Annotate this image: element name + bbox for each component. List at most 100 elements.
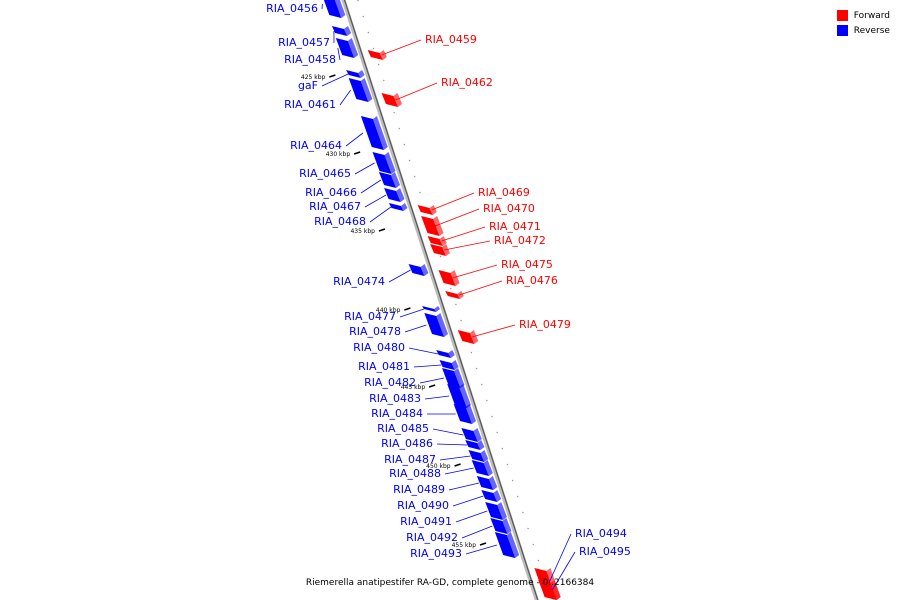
reverse-gene-block[interactable] [422,306,441,312]
reverse-gene-block[interactable] [453,404,477,424]
reverse-gene-label[interactable]: RIA_0478 [349,325,401,338]
reverse-gene-label[interactable]: RIA_0456 [266,2,318,15]
reverse-gene-block[interactable] [378,172,401,188]
reverse-gene-label[interactable]: RIA_0464 [290,139,342,152]
reverse-gene-block[interactable] [468,450,489,462]
tick-mark [511,479,514,482]
forward-gene-label[interactable]: RIA_0462 [441,76,493,89]
forward-gene-block[interactable] [417,205,437,215]
reverse-gene-label[interactable]: RIA_0458 [284,53,336,66]
reverse-gene-block[interactable] [384,188,405,202]
reverse-gene-label[interactable]: RIA_0487 [384,453,436,466]
reverse-gene-block[interactable] [424,313,449,337]
forward-gene-block[interactable] [438,270,460,286]
legend-reverse-label: Reverse [853,25,890,36]
reverse-gene-label[interactable]: RIA_0482 [364,376,416,389]
forward-gene-block[interactable] [538,580,561,600]
reverse-gene-block[interactable] [320,0,346,18]
reverse-gene-label[interactable]: RIA_0468 [314,215,366,228]
reverse-gene-block[interactable] [436,350,455,358]
reverse-gene-leader [388,269,411,283]
forward-gene-label[interactable]: RIA_0475 [501,258,553,271]
reverse-gene-block[interactable] [360,116,388,150]
reverse-gene-block[interactable] [372,152,396,174]
forward-gene-label[interactable]: RIA_0470 [483,202,535,215]
reverse-gene-block-side [347,38,359,58]
kbp-tick-mark [479,542,487,546]
forward-gene-label[interactable]: RIA_0494 [575,527,627,540]
reverse-gene-block[interactable] [481,490,502,502]
reverse-gene-block[interactable] [494,532,520,558]
reverse-gene-block[interactable] [388,203,408,211]
reverse-gene-block[interactable] [476,476,498,490]
reverse-gene-block-face [436,350,451,358]
forward-gene-label[interactable]: RIA_0459 [425,33,477,46]
forward-gene-block-side [550,580,561,600]
reverse-gene-block[interactable] [442,368,465,388]
reverse-gene-label[interactable]: RIA_0488 [389,467,441,480]
reverse-gene-block[interactable] [471,460,493,476]
reverse-gene-block-face [453,404,473,424]
reverse-gene-label[interactable]: RIA_0485 [377,422,429,435]
reverse-gene-block[interactable] [485,502,507,520]
reverse-gene-label[interactable]: RIA_0466 [305,186,357,199]
kbp-tick-label: 440 kbp [376,307,401,314]
reverse-gene-label[interactable]: RIA_0486 [381,437,433,450]
reverse-gene-block-side [502,518,512,534]
reverse-gene-block-face [465,440,481,450]
forward-gene-leader [441,226,486,242]
reverse-gene-label[interactable]: RIA_0483 [369,392,421,405]
reverse-gene-label[interactable]: RIA_0484 [371,407,423,420]
reverse-gene-label[interactable]: RIA_0465 [299,167,351,180]
reverse-gene-label[interactable]: RIA_0461 [284,98,336,111]
reverse-gene-block-face [442,368,461,388]
reverse-gene-label[interactable]: RIA_0491 [400,515,452,528]
forward-gene-block[interactable] [457,330,479,344]
reverse-gene-block-side [506,532,520,558]
reverse-gene-block-face [485,502,503,520]
forward-gene-block[interactable] [421,216,444,236]
forward-gene-label[interactable]: RIA_0471 [489,220,541,233]
tick-mark [393,111,395,114]
reverse-gene-label[interactable]: RIA_0477 [344,310,396,323]
reverse-gene-label[interactable]: RIA_0481 [358,360,410,373]
reverse-gene-block[interactable] [331,26,352,36]
forward-gene-block[interactable] [427,236,447,246]
reverse-gene-label[interactable]: RIA_0489 [393,483,445,496]
reverse-gene-block[interactable] [346,70,365,78]
forward-gene-block-side [439,236,447,246]
reverse-gene-block[interactable] [408,264,429,276]
reverse-gene-block[interactable] [465,440,485,450]
reverse-gene-label[interactable]: RIA_0467 [309,200,361,213]
reverse-gene-label[interactable]: RIA_0480 [353,341,405,354]
reverse-gene-leader [432,428,464,436]
tick-mark [419,191,421,194]
reverse-swatch [836,25,848,36]
genome-backbone [341,0,539,600]
reverse-gene-label[interactable]: gaF [298,79,318,92]
forward-gene-block[interactable] [367,50,387,60]
reverse-gene-label[interactable]: RIA_0474 [333,275,385,288]
reverse-gene-block[interactable] [490,518,512,534]
reverse-gene-block[interactable] [335,38,359,58]
reverse-gene-label[interactable]: RIA_0457 [278,36,330,49]
reverse-gene-block[interactable] [461,428,482,442]
forward-gene-label[interactable]: RIA_0476 [506,274,558,287]
reverse-gene-block-face [447,384,467,408]
reverse-gene-block[interactable] [348,78,373,102]
forward-gene-label[interactable]: RIA_0495 [579,545,631,558]
forward-gene-block[interactable] [445,291,464,299]
reverse-gene-block[interactable] [447,384,471,408]
reverse-gene-label[interactable]: RIA_0490 [397,499,449,512]
genome-backbone-edge [343,0,539,600]
reverse-gene-label[interactable]: RIA_0493 [410,547,462,560]
reverse-gene-block[interactable] [439,360,459,370]
reverse-gene-block-face [384,188,401,202]
forward-gene-leader [381,39,422,56]
forward-gene-label[interactable]: RIA_0472 [494,234,546,247]
reverse-gene-label[interactable]: RIA_0492 [406,531,458,544]
forward-gene-block[interactable] [381,93,402,107]
forward-gene-label[interactable]: RIA_0479 [519,318,571,331]
forward-gene-label[interactable]: RIA_0469 [478,186,530,199]
forward-gene-block[interactable] [430,244,450,256]
